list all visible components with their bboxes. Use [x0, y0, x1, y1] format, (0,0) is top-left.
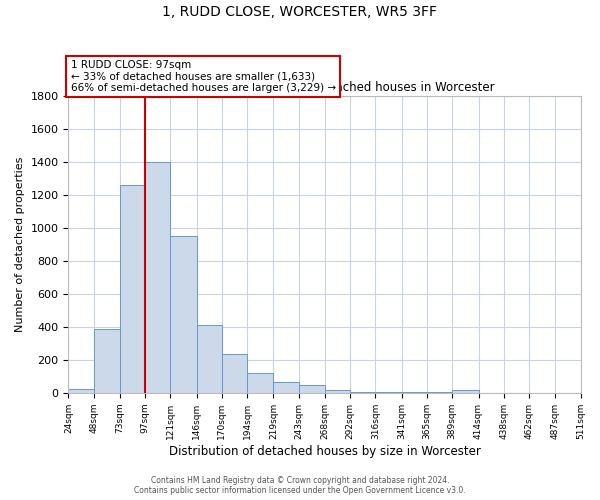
Bar: [274, 382, 299, 393]
Bar: [222, 354, 247, 393]
Text: 1, RUDD CLOSE, WORCESTER, WR5 3FF: 1, RUDD CLOSE, WORCESTER, WR5 3FF: [163, 5, 437, 19]
Bar: [94, 328, 120, 393]
Y-axis label: Number of detached properties: Number of detached properties: [15, 157, 25, 332]
Text: 1 RUDD CLOSE: 97sqm
← 33% of detached houses are smaller (1,633)
66% of semi-det: 1 RUDD CLOSE: 97sqm ← 33% of detached ho…: [71, 60, 335, 93]
Title: Size of property relative to detached houses in Worcester: Size of property relative to detached ho…: [154, 81, 495, 94]
X-axis label: Distribution of detached houses by size in Worcester: Distribution of detached houses by size …: [169, 444, 481, 458]
Bar: [170, 236, 197, 393]
Bar: [68, 388, 94, 393]
Bar: [299, 384, 325, 393]
Bar: [376, 392, 402, 393]
Text: Contains HM Land Registry data © Crown copyright and database right 2024.
Contai: Contains HM Land Registry data © Crown c…: [134, 476, 466, 495]
Bar: [145, 162, 170, 393]
Bar: [197, 324, 222, 393]
Bar: [325, 390, 350, 393]
Bar: [402, 392, 427, 393]
Bar: [350, 392, 376, 393]
Bar: [247, 373, 274, 393]
Bar: [120, 186, 145, 393]
Bar: [452, 390, 479, 393]
Bar: [427, 392, 452, 393]
